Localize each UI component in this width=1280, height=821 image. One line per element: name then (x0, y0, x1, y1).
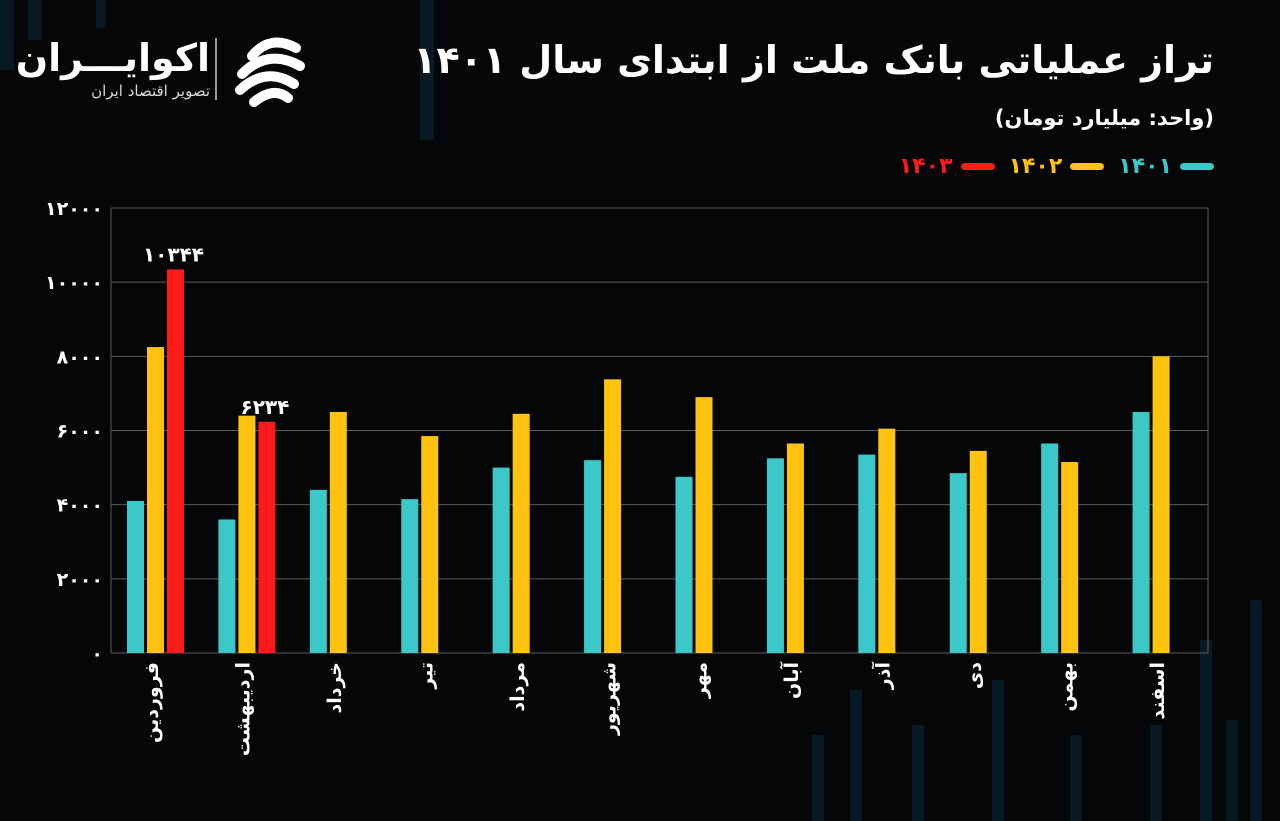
bar-0-10 (1041, 443, 1059, 653)
bar-0-0 (127, 500, 144, 653)
bar-1-5 (604, 379, 622, 653)
x-tick-label-8: آذر (871, 662, 895, 691)
brand-tagline: تصویر اقتصاد ایران (91, 82, 210, 100)
bar-0-7 (766, 458, 784, 653)
data-label-0: ۱۰۳۴۴ (143, 242, 204, 266)
brand-mark-icon (235, 37, 305, 107)
bar-1-7 (786, 443, 804, 653)
bar-0-2 (309, 489, 327, 653)
bar-1-3 (421, 436, 439, 653)
bar-1-1 (238, 415, 256, 653)
y-tick-label-8000: ۸۰۰۰ (57, 346, 103, 368)
bar-0-3 (401, 499, 419, 653)
legend-label-1403: ۱۴۰۳ (898, 154, 953, 179)
bar-0-6 (675, 476, 693, 653)
x-tick-label-0: فروردین (141, 662, 163, 743)
x-tick-label-3: تیر (415, 662, 437, 690)
bar-0-9 (949, 473, 967, 653)
x-tick-label-7: آبان (779, 662, 803, 699)
y-tick-label-12000: ۱۲۰۰۰ (45, 198, 103, 220)
legend-item-1402: ۱۴۰۲ (1009, 154, 1105, 179)
bar-1-10 (1061, 462, 1079, 653)
bar-0-5 (584, 460, 602, 653)
legend-swatch-1403 (960, 163, 995, 170)
brand-divider (215, 38, 217, 100)
bar-2-1 (258, 421, 276, 653)
x-tick-label-2: خرداد (324, 662, 346, 714)
legend-item-1403: ۱۴۰۳ (899, 154, 995, 179)
legend-swatch-1401 (1180, 163, 1214, 170)
legend-label-1402: ۱۴۰۲ (1008, 154, 1063, 179)
bar-0-8 (858, 454, 876, 653)
brand-name: اکوایـــران (15, 36, 210, 80)
bar-1-4 (512, 413, 530, 653)
x-tick-label-1: اردیبهشت (233, 662, 255, 756)
brand-text: اکوایـــران تصویر اقتصاد ایران (16, 34, 210, 100)
brand-logo: اکوایـــران تصویر اقتصاد ایران (16, 32, 320, 112)
bar-2-0 (167, 269, 184, 653)
bar-1-6 (695, 397, 713, 653)
legend-swatch-1402 (1070, 163, 1105, 170)
y-tick-label-4000: ۴۰۰۰ (57, 495, 103, 517)
x-tick-label-5: شهریور (598, 662, 620, 736)
legend-item-1401: ۱۴۰۱ (1118, 154, 1214, 179)
bar-1-9 (969, 450, 987, 653)
data-label-1: ۶۲۳۴ (241, 395, 290, 419)
bar-1-0 (147, 347, 164, 653)
x-tick-label-10: بهمن (1055, 662, 1077, 712)
y-tick-label-10000: ۱۰۰۰۰ (45, 272, 103, 294)
x-tick-label-6: مهر (690, 662, 712, 699)
y-tick-label-0: ۰ (91, 643, 103, 665)
bar-1-2 (329, 411, 347, 653)
y-tick-label-6000: ۶۰۰۰ (57, 421, 103, 443)
bar-0-4 (492, 467, 510, 653)
x-tick-label-11: اسفند (1147, 662, 1169, 720)
chart-unit: (واحد: میلیارد تومان) (994, 106, 1214, 130)
x-tick-label-9: دی (964, 662, 986, 689)
legend: ۱۴۰۱ ۱۴۰۲ ۱۴۰۳ (899, 154, 1214, 179)
x-tick-label-4: مرداد (507, 662, 529, 712)
legend-label-1401: ۱۴۰۱ (1118, 154, 1172, 179)
y-tick-label-2000: ۲۰۰۰ (57, 569, 103, 591)
bar-0-11 (1132, 411, 1150, 653)
bar-0-1 (218, 519, 236, 653)
chart-title: تراز عملیاتی بانک ملت از ابتدای سال ۱۴۰۱ (413, 38, 1214, 82)
bar-1-8 (878, 428, 896, 653)
bar-1-11 (1152, 356, 1170, 653)
